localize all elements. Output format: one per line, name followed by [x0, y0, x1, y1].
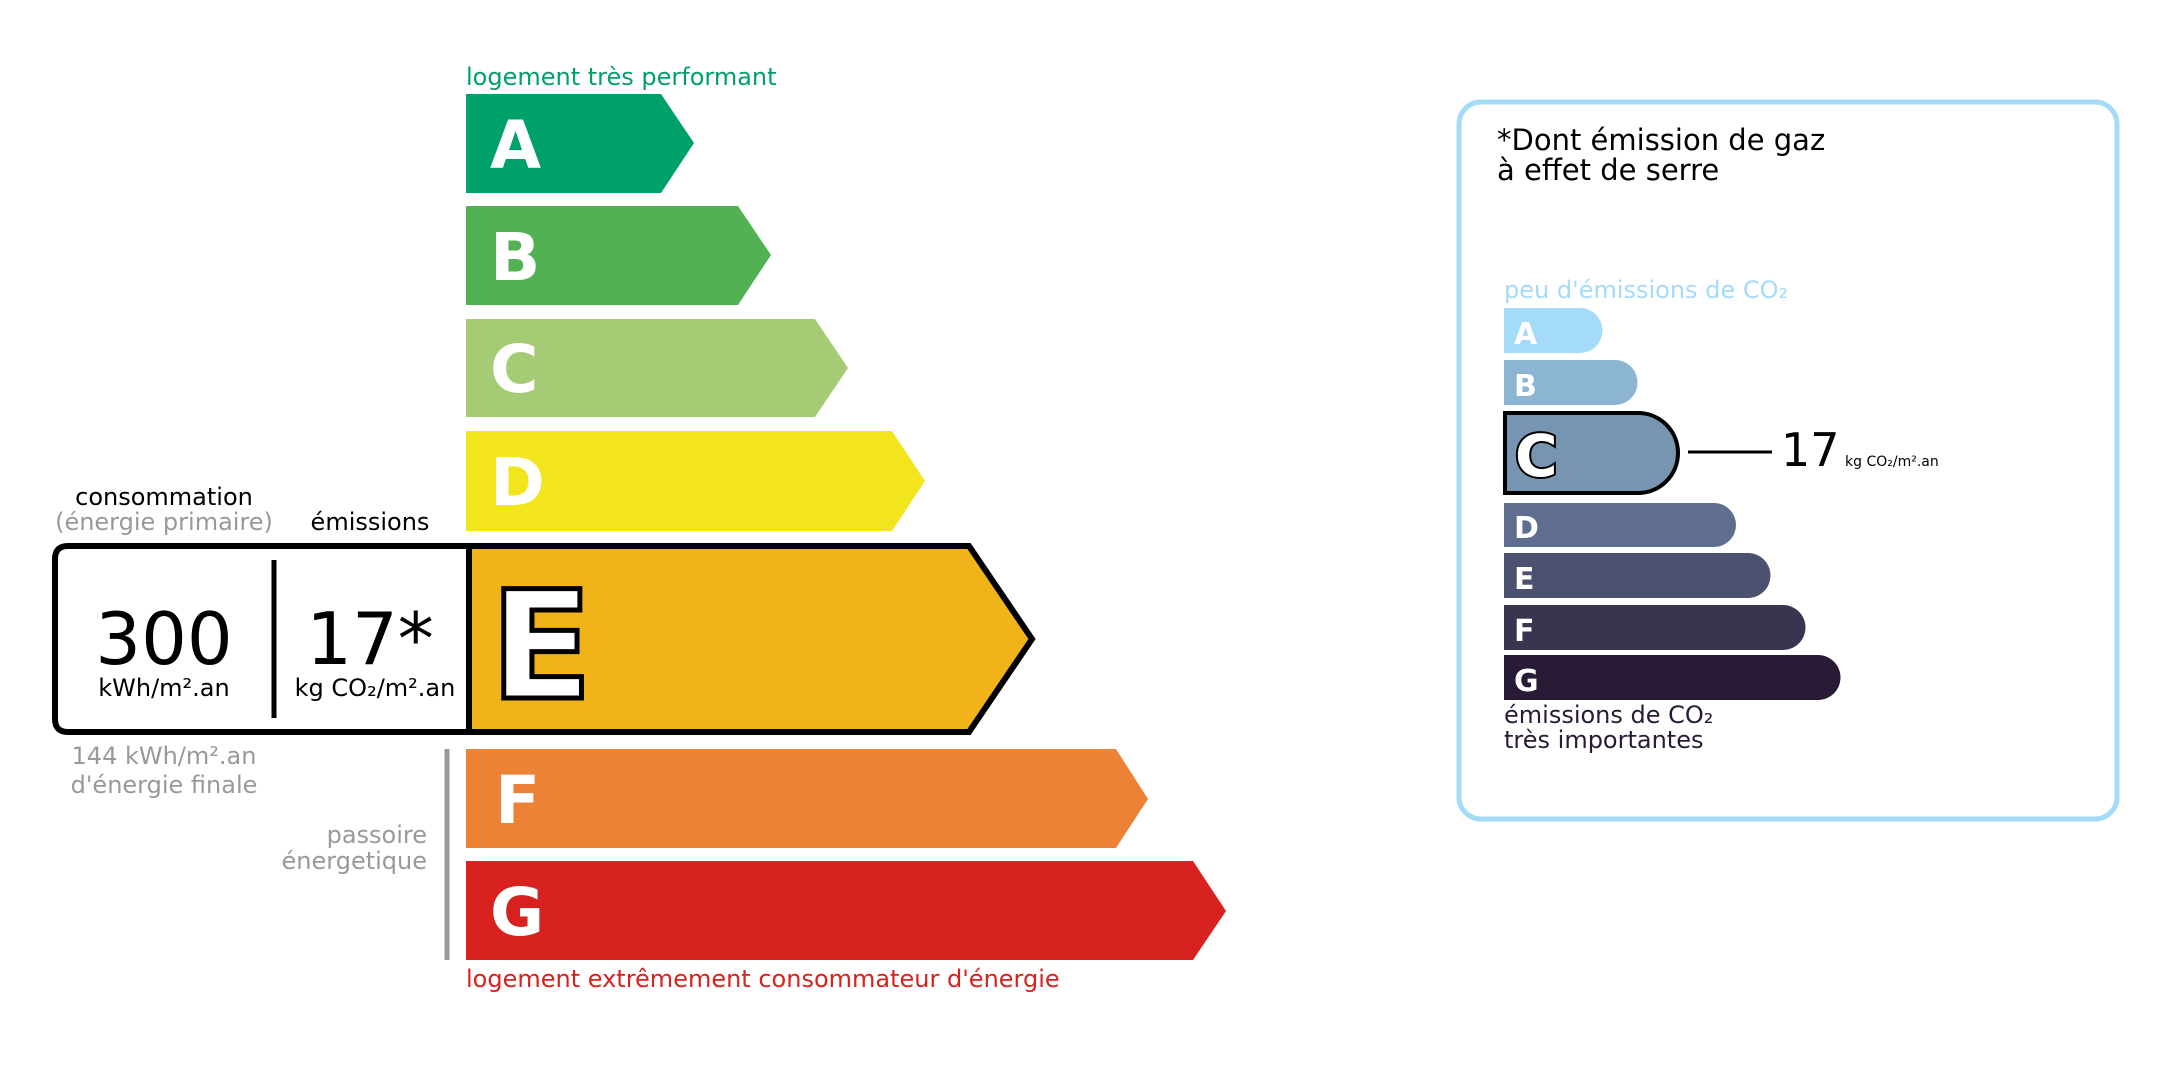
- ghg-bar-f: F: [1504, 605, 1806, 650]
- passoire-label: passoire: [327, 821, 427, 849]
- consumption-unit: kWh/m².an: [98, 674, 229, 702]
- ghg-bar-e: E: [1504, 553, 1771, 598]
- ghg-letter-c: C: [1515, 422, 1558, 490]
- consumption-sublabel: (énergie primaire): [55, 508, 273, 536]
- consumption-label: consommation: [75, 483, 253, 511]
- energy-letter-d: D: [490, 444, 545, 521]
- ghg-top-label: peu d'émissions de CO₂: [1504, 276, 1788, 304]
- emissions-label: émissions: [311, 508, 430, 536]
- ghg-letter-a: A: [1514, 317, 1538, 352]
- energy-letter-e: E: [490, 560, 592, 734]
- ghg-bar-c-current: C 17 kg CO₂/m².an: [1503, 411, 1939, 495]
- ghg-bottom-label-1: émissions de CO₂: [1504, 701, 1713, 729]
- final-energy-label: d'énergie finale: [71, 771, 258, 799]
- final-energy-value: 144 kWh/m².an: [72, 742, 257, 770]
- energy-current-class-e: 300 kWh/m².an 17* kg CO₂/m².an E: [52, 543, 1036, 737]
- passoire-label-2: énergetique: [282, 847, 427, 875]
- ghg-bottom-label-2: très importantes: [1504, 726, 1704, 754]
- energy-bar-a: A: [466, 94, 694, 193]
- energy-bar-c: C: [466, 319, 848, 417]
- energy-top-label: logement très performant: [466, 63, 777, 91]
- energy-bar-b: B: [466, 206, 771, 305]
- energy-letter-c: C: [490, 331, 538, 408]
- ghg-letter-g: G: [1514, 664, 1539, 699]
- ghg-title-2: à effet de serre: [1497, 153, 1719, 187]
- ghg-value: 17: [1781, 423, 1840, 477]
- energy-bar-f: F: [466, 749, 1148, 848]
- ghg-bar-g: G: [1504, 655, 1841, 700]
- energy-letter-b: B: [490, 219, 540, 296]
- emissions-unit: kg CO₂/m².an: [295, 674, 456, 702]
- consumption-value: 300: [95, 597, 232, 681]
- emissions-value: 17*: [306, 597, 434, 681]
- ghg-bar-b: B: [1504, 360, 1638, 405]
- energy-letter-f: F: [495, 762, 540, 839]
- ghg-bar-a: A: [1504, 308, 1603, 353]
- energy-bar-g: G: [466, 861, 1226, 960]
- ghg-bar-d: D: [1504, 503, 1736, 547]
- energy-letter-a: A: [490, 107, 541, 184]
- ghg-unit: kg CO₂/m².an: [1845, 454, 1939, 470]
- energy-bottom-label: logement extrêmement consommateur d'éner…: [466, 965, 1060, 993]
- energy-letter-g: G: [490, 874, 544, 951]
- ghg-letter-f: F: [1514, 614, 1535, 649]
- energy-bar-d: D: [466, 431, 925, 531]
- ghg-letter-d: D: [1514, 511, 1539, 546]
- ghg-title-1: *Dont émission de gaz: [1497, 123, 1825, 157]
- ghg-letter-b: B: [1514, 369, 1537, 404]
- ghg-letter-e: E: [1514, 562, 1535, 597]
